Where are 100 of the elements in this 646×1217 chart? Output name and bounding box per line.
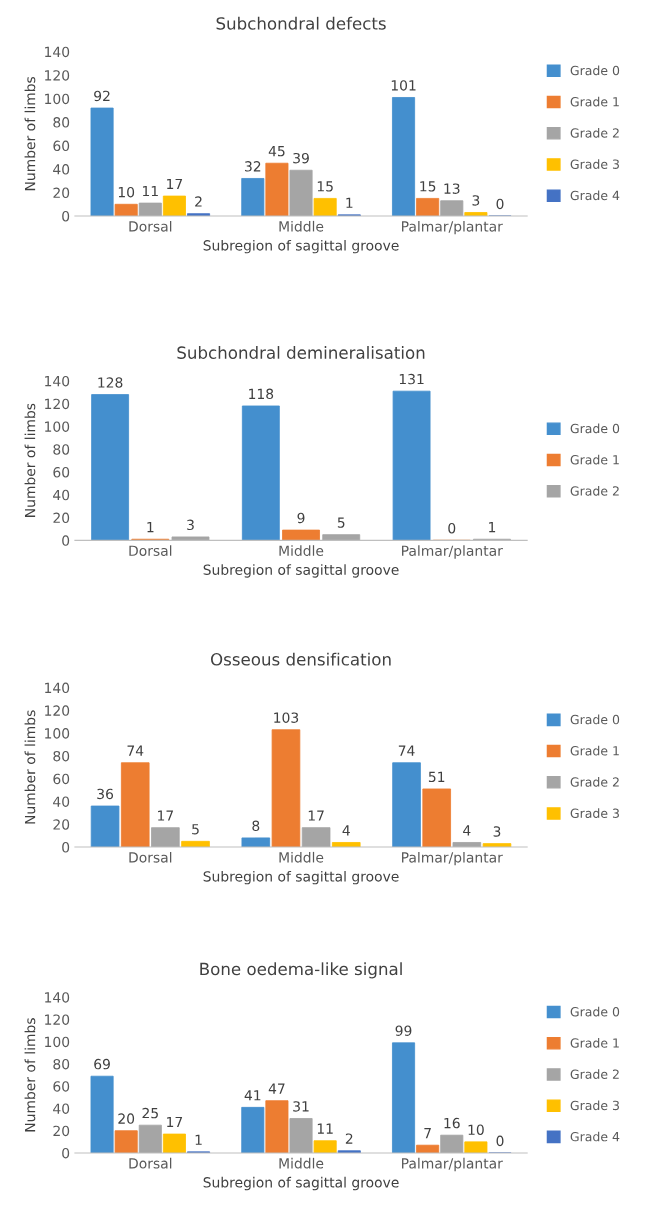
data-label: 1 [489,522,496,533]
y-tick-label: 140 [45,46,70,58]
data-label: 5 [337,517,345,528]
legend-label: Grade 3 [570,808,619,818]
y-tick-label: 40 [53,489,70,501]
data-label: 5 [192,824,199,835]
data-label: 3 [187,519,194,531]
data-label: 131 [399,373,424,385]
y-tick-label: 120 [45,70,70,81]
y-tick-label: 100 [45,728,70,739]
y-tick-label: 80 [53,1058,70,1070]
x-tick-label: Middle [279,220,324,232]
legend-label: Grade 0 [570,714,620,725]
data-label: 0 [496,198,504,210]
data-label: 2 [195,196,202,207]
y-axis-title: Number of limbs [24,710,36,824]
legend-label: Grade 3 [570,1100,619,1111]
y-tick-label: 80 [53,750,70,762]
data-label: 8 [252,820,260,832]
y-tick-label: 140 [45,682,70,694]
data-label: 11 [142,185,158,197]
y-tick-label: 80 [53,117,70,128]
y-tick-label: 140 [45,992,70,1003]
legend-label: Grade 2 [570,1069,619,1079]
data-label: 45 [268,146,285,157]
y-tick-label: 40 [53,1103,70,1114]
data-label: 15 [420,181,436,192]
legend-label: Grade 3 [570,159,619,169]
y-tick-label: 40 [53,796,70,807]
data-label: 31 [293,1101,309,1112]
legend-label: Grade 1 [570,454,619,465]
y-tick-label: 120 [45,398,70,410]
y-tick-label: 60 [53,140,70,152]
legend-label: Grade 2 [570,777,619,787]
legend-label: Grade 2 [570,128,619,138]
chart-title: Subchondral demineralisation [177,346,425,359]
x-tick-label: Dorsal [129,1157,172,1169]
data-label: 7 [424,1128,431,1139]
y-tick-label: 100 [45,1036,70,1048]
legend-label: Grade 2 [570,486,619,496]
y-tick-label: 0 [62,842,70,853]
data-label: 4 [342,825,350,836]
data-label: 74 [127,745,144,756]
data-label: 47 [268,1083,285,1094]
y-tick-label: 0 [62,210,70,222]
y-tick-label: 60 [53,1081,70,1092]
y-axis-title: Number of limbs [24,76,36,191]
x-tick-label: Palmar/plantar [402,1157,503,1172]
data-label: 118 [249,388,274,400]
x-tick-label: Dorsal [129,545,172,556]
data-label: 11 [317,1123,333,1134]
legend-label: Grade 4 [570,190,620,201]
data-label: 2 [345,1133,353,1144]
y-axis-title: Number of limbs [24,1018,36,1132]
chart-title: Osseous densification [210,652,391,666]
data-label: 39 [293,152,309,164]
x-tick-label: Middle [279,545,324,556]
legend-label: Grade 0 [570,1006,620,1017]
data-label: 3 [472,195,480,206]
x-axis-title: Subregion of sagittal groove [203,1176,399,1191]
x-tick-label: Palmar/plantar [402,545,503,559]
data-label: 101 [391,80,416,91]
x-axis-title: Subregion of sagittal groove [203,870,399,885]
data-label: 1 [147,522,154,533]
y-tick-label: 100 [45,93,70,105]
y-tick-label: 60 [53,466,70,478]
y-tick-label: 40 [53,164,70,175]
x-tick-label: Dorsal [129,220,172,232]
y-tick-label: 140 [45,375,70,387]
data-label: 17 [167,178,183,190]
data-label: 17 [158,810,174,821]
y-tick-label: 0 [62,535,70,546]
data-label: 0 [496,1135,504,1147]
legend-label: Grade 0 [570,423,620,434]
data-label: 17 [308,810,324,821]
x-tick-label: Middle [279,1157,324,1169]
y-tick-label: 100 [45,421,70,432]
legend-label: Grade 4 [570,1131,620,1142]
data-label: 41 [244,1090,261,1101]
x-axis-title: Subregion of sagittal groove [203,564,399,578]
data-label: 0 [448,522,456,534]
data-label: 103 [274,712,299,723]
data-label: 20 [118,1113,135,1124]
chart-title: Bone oedema-like signal [200,962,402,979]
y-tick-label: 60 [53,773,70,785]
data-label: 92 [94,90,110,102]
data-label: 1 [346,197,353,208]
data-label: 99 [395,1025,412,1036]
data-label: 3 [493,826,501,837]
data-label: 36 [97,788,114,800]
legend-label: Grade 1 [570,96,619,107]
data-label: 9 [297,512,305,524]
data-label: 51 [428,771,445,783]
data-label: 1 [195,1134,202,1145]
data-label: 13 [444,183,460,194]
y-tick-label: 120 [45,1014,70,1025]
data-label: 32 [245,161,261,172]
x-tick-label: Palmar/plantar [402,851,503,866]
y-tick-label: 80 [53,444,70,455]
y-tick-label: 20 [53,512,70,524]
